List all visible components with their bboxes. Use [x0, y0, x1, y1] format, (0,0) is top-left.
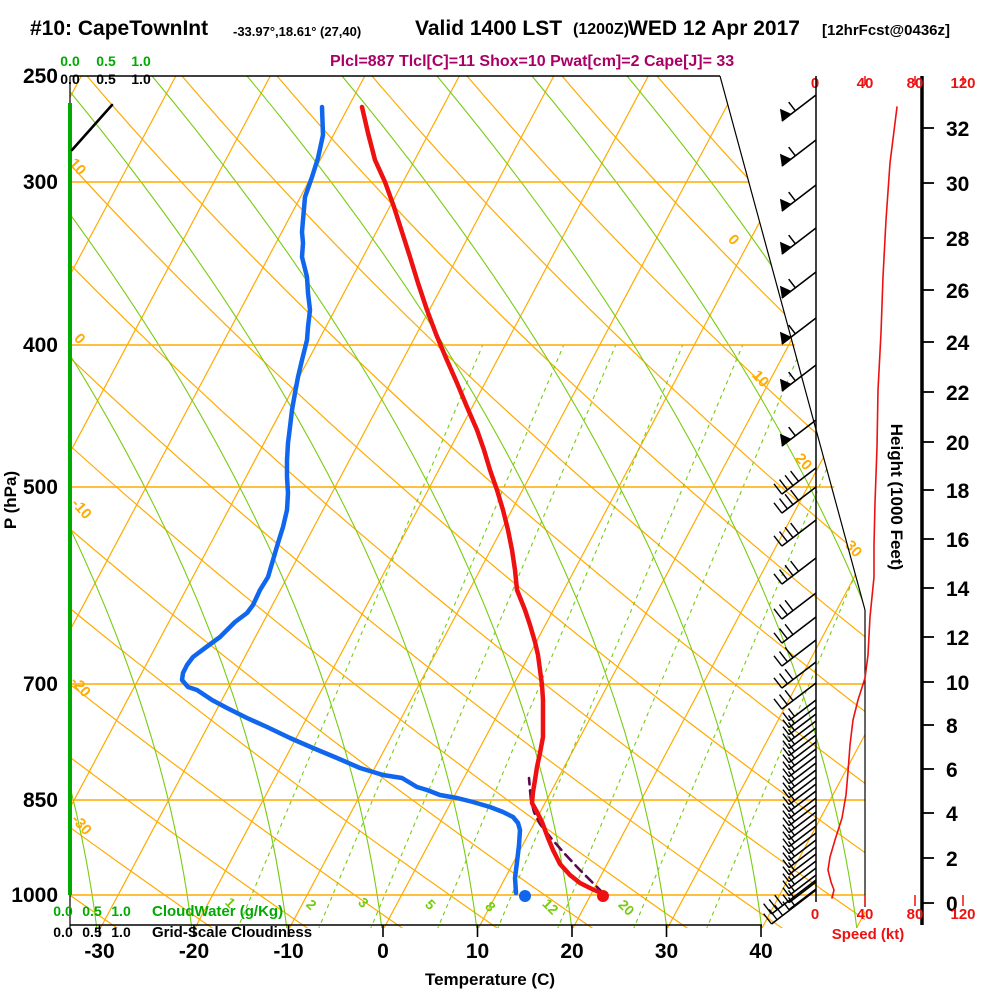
station-coordinates: -33.97°,18.61° (27,40) [233, 24, 362, 39]
svg-text:1.0: 1.0 [131, 71, 151, 87]
svg-text:6: 6 [946, 759, 958, 782]
svg-text:0: 0 [811, 75, 819, 92]
svg-text:250: 250 [23, 65, 58, 88]
svg-text:30: 30 [946, 173, 969, 196]
svg-text:5: 5 [422, 896, 439, 913]
svg-text:24: 24 [946, 332, 970, 355]
svg-text:0.5: 0.5 [82, 924, 102, 940]
svg-text:0.0: 0.0 [53, 924, 73, 940]
svg-text:26: 26 [946, 280, 969, 303]
svg-text:0: 0 [946, 893, 958, 916]
mixing-ratio-labels: 1 2 3 5 8 12 20 [222, 894, 638, 919]
svg-text:0: 0 [811, 906, 819, 923]
svg-text:10: 10 [466, 940, 489, 963]
wind-speed-profile [827, 106, 898, 899]
svg-text:0.5: 0.5 [96, 71, 116, 87]
svg-text:P (hPa): P (hPa) [1, 471, 20, 529]
svg-text:2: 2 [946, 848, 958, 871]
svg-text:0.5: 0.5 [82, 903, 102, 919]
station-title: #10: CapeTownInt [30, 17, 209, 40]
pressure-axis-labels: 250 300 400 500 700 850 1000 P (hPa) [1, 65, 58, 907]
svg-text:10: 10 [748, 367, 772, 391]
svg-text:28: 28 [946, 228, 970, 251]
svg-text:Grid-Scale Cloudiness: Grid-Scale Cloudiness [152, 924, 312, 941]
cloudiness-profile [70, 103, 114, 152]
svg-text:12: 12 [946, 627, 969, 650]
cloud-scales: 0.0 0.0 0.0 0.0 0.5 0.5 0.5 0.5 1.0 1.0 1.0 1.0 Clou… [53, 53, 312, 941]
svg-text:300: 300 [23, 171, 58, 194]
forecast-tag: [12hrFcst@0436z] [822, 22, 951, 39]
svg-text:12: 12 [539, 895, 561, 917]
svg-text:16: 16 [946, 529, 969, 552]
svg-text:40: 40 [749, 940, 772, 963]
svg-text:1.0: 1.0 [131, 53, 151, 69]
sounding-indices: Plcl=887 Tlcl[C]=11 Shox=10 Pwat[cm]=2 C… [330, 53, 735, 70]
svg-text:32: 32 [946, 118, 969, 141]
svg-text:Temperature (C): Temperature (C) [425, 970, 555, 989]
svg-text:-20: -20 [179, 940, 209, 963]
svg-text:22: 22 [946, 382, 969, 405]
svg-text:30: 30 [655, 940, 678, 963]
svg-text:1000: 1000 [11, 884, 58, 907]
background-grid [70, 76, 865, 928]
svg-text:10: 10 [946, 672, 969, 695]
svg-text:Height (1000 Feet): Height (1000 Feet) [887, 424, 906, 570]
svg-text:700: 700 [23, 673, 58, 696]
svg-text:400: 400 [23, 334, 58, 357]
svg-text:20: 20 [615, 896, 637, 918]
surface-dots [519, 890, 609, 902]
svg-text:500: 500 [23, 476, 58, 499]
svg-text:4: 4 [946, 803, 958, 826]
svg-text:1.0: 1.0 [111, 903, 131, 919]
valid-date: WED 12 Apr 2017 [628, 17, 800, 40]
grid-mixing-ratio-lines [236, 344, 865, 928]
svg-text:850: 850 [23, 789, 58, 812]
svg-text:0.0: 0.0 [60, 71, 80, 87]
svg-text:0.0: 0.0 [53, 903, 73, 919]
svg-text:40: 40 [857, 906, 874, 923]
svg-text:-10: -10 [273, 940, 303, 963]
svg-text:14: 14 [946, 578, 970, 601]
temperature-axis: -30 -20 -10 0 10 20 30 40 Temperature (C) [70, 924, 773, 989]
svg-text:CloudWater (g/Kg): CloudWater (g/Kg) [152, 903, 283, 920]
svg-text:Speed (kt): Speed (kt) [832, 926, 905, 943]
svg-text:8: 8 [946, 715, 958, 738]
svg-text:80: 80 [907, 906, 924, 923]
temperature-curve [359, 104, 604, 896]
svg-text:120: 120 [950, 906, 975, 923]
grid-isotherms [70, 76, 865, 928]
wind-barbs [763, 76, 817, 925]
svg-text:30: 30 [841, 537, 865, 561]
pressure-lines [70, 181, 865, 896]
svg-text:18: 18 [946, 480, 970, 503]
svg-text:0: 0 [377, 940, 389, 963]
svg-text:0: 0 [724, 231, 742, 249]
svg-text:-30: -30 [84, 940, 114, 963]
svg-text:20: 20 [946, 432, 969, 455]
valid-zulu: (1200Z) [573, 21, 630, 38]
svg-text:1.0: 1.0 [111, 924, 131, 940]
svg-text:0.5: 0.5 [96, 53, 116, 69]
valid-time: Valid 1400 LST [415, 17, 563, 40]
svg-text:8: 8 [482, 898, 499, 915]
dewpoint-curve [179, 104, 523, 896]
svg-text:0.0: 0.0 [60, 53, 80, 69]
parcel-curve [527, 776, 605, 895]
svg-text:20: 20 [560, 940, 583, 963]
